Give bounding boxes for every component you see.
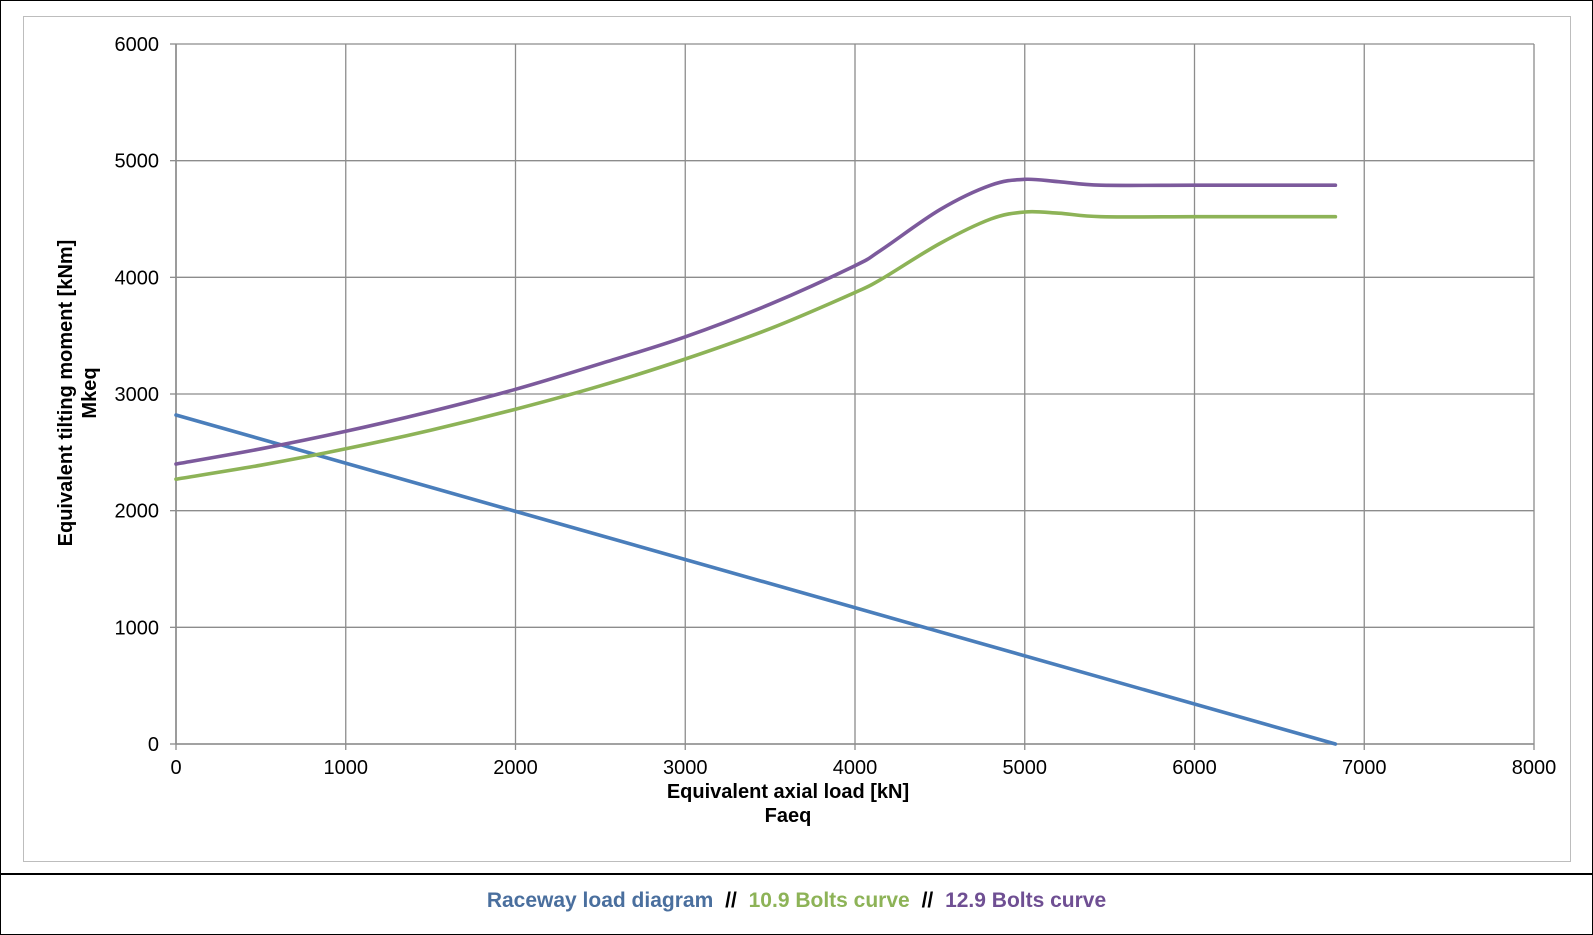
legend-12-9-bolts: 12.9 Bolts curve	[945, 889, 1107, 912]
x-tick-label: 2000	[493, 757, 538, 779]
x-axis-sublabel: Faeq	[765, 805, 812, 827]
axes	[170, 43, 1535, 750]
x-tick-label: 7000	[1342, 757, 1387, 779]
x-axis-label: Equivalent axial load [kN]	[667, 781, 909, 803]
series-raceway-load-line	[174, 413, 1338, 746]
y-tick-label: 6000	[115, 34, 160, 56]
legend-divider	[0, 873, 1593, 875]
legend: Raceway load diagram // 10.9 Bolts curve…	[0, 889, 1593, 913]
y-tick-label: 2000	[115, 501, 160, 523]
series-lines	[174, 177, 1338, 746]
x-tick-label: 4000	[833, 757, 878, 779]
legend-raceway: Raceway load diagram	[486, 889, 714, 912]
y-axis-sublabel: Mkeq	[79, 367, 101, 418]
legend-separator: //	[725, 889, 737, 912]
x-tick-label: 6000	[1172, 757, 1217, 779]
series-10-9-bolts-line	[174, 209, 1338, 481]
x-tick-label: 8000	[1512, 757, 1557, 779]
y-tick-label: 0	[148, 734, 159, 756]
y-tick-label: 3000	[115, 384, 160, 406]
y-tick-label: 5000	[115, 151, 160, 173]
x-tick-label: 0	[170, 757, 181, 779]
y-tick-label: 4000	[115, 267, 160, 289]
line-chart: 0 1000 2000 3000 4000 5000 6000 7000 8000 0 1000 20…	[55, 34, 1557, 827]
y-tick-label: 1000	[115, 617, 160, 639]
x-tick-label: 1000	[324, 757, 369, 779]
y-axis-label: Equivalent tilting moment [kNm]	[55, 240, 77, 547]
x-tick-label: 5000	[1003, 757, 1048, 779]
x-tick-label: 3000	[663, 757, 708, 779]
legend-separator: //	[921, 889, 934, 912]
legend-10-9-bolts: 10.9 Bolts curve	[748, 889, 910, 912]
grid-lines	[175, 43, 1535, 745]
tick-labels: 0 1000 2000 3000 4000 5000 6000 7000 8000 0 1000 20…	[115, 34, 1557, 779]
series-12-9-bolts-line	[174, 177, 1338, 466]
chart-area	[23, 16, 1571, 862]
